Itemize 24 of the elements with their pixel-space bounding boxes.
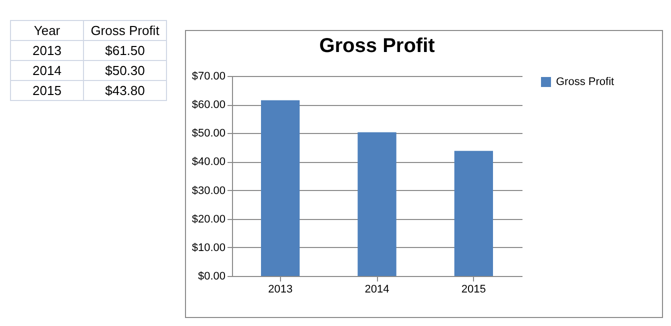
y-tick-label: $70.00 <box>192 70 226 82</box>
bar <box>261 100 300 276</box>
y-tick-label: $60.00 <box>192 99 226 112</box>
y-tick-label: $0.00 <box>198 270 226 282</box>
y-tick-label: $10.00 <box>192 242 226 254</box>
y-tick-label: $20.00 <box>192 213 226 226</box>
y-tick-label: $30.00 <box>192 184 226 197</box>
bar <box>358 132 396 276</box>
x-tick-label: 2014 <box>364 284 390 296</box>
y-tick-label: $50.00 <box>192 128 226 140</box>
x-tick-label: 2015 <box>461 284 486 296</box>
text: $50.30 <box>84 60 166 80</box>
text: $43.80 <box>84 80 166 100</box>
text: Year <box>10 20 84 40</box>
text: 2014 <box>10 60 84 80</box>
y-tick-label: $40.00 <box>192 156 226 168</box>
chart-title: Gross Profit <box>319 35 436 57</box>
text: 2015 <box>10 80 84 100</box>
bar <box>454 150 493 276</box>
text: $61.50 <box>84 40 166 60</box>
x-tick-label: 2013 <box>268 284 293 296</box>
text: 2013 <box>10 40 84 60</box>
legend-label: Gross Profit <box>556 76 614 88</box>
text: Gross Profit <box>84 20 166 40</box>
